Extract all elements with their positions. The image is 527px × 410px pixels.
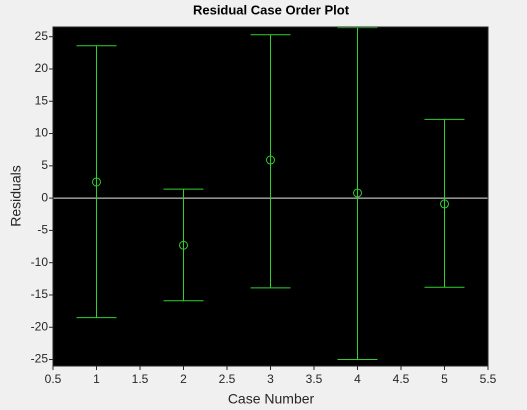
y-tick-label: -20	[31, 319, 49, 333]
y-tick-label: 0	[41, 190, 48, 204]
y-tick-label: -15	[31, 287, 49, 301]
residual-point	[92, 177, 101, 187]
residual-point	[179, 240, 188, 250]
x-axis-label: Case Number	[228, 391, 315, 407]
residual-point	[266, 155, 275, 165]
x-tick-label: 3	[267, 372, 274, 386]
x-tick-label: 0.5	[45, 372, 62, 386]
x-tick-label: 5	[441, 372, 448, 386]
x-tick-label: 1.5	[132, 372, 149, 386]
x-tick-label: 2	[180, 372, 187, 386]
x-tick-label: 5.5	[480, 372, 497, 386]
chart-title: Residual Case Order Plot	[193, 2, 350, 17]
x-tick-label: 3.5	[306, 372, 323, 386]
x-tick-label: 2.5	[219, 372, 236, 386]
x-tick-label: 4	[354, 372, 361, 386]
y-tick-label: 5	[41, 158, 48, 172]
residual-point	[440, 199, 449, 209]
residual-point	[353, 188, 362, 198]
x-tick-label: 4.5	[393, 372, 410, 386]
y-tick-label: 10	[35, 126, 49, 140]
y-axis-label: Residuals	[8, 165, 24, 226]
y-tick-label: 15	[35, 93, 49, 107]
y-tick-label: 20	[35, 61, 49, 75]
axes-frame	[52, 26, 489, 367]
y-tick-label: -25	[31, 352, 49, 366]
y-tick-label: 25	[35, 29, 49, 43]
y-tick-label: -10	[31, 255, 49, 269]
x-tick-label: 1	[93, 372, 100, 386]
y-tick-label: -5	[37, 223, 48, 237]
